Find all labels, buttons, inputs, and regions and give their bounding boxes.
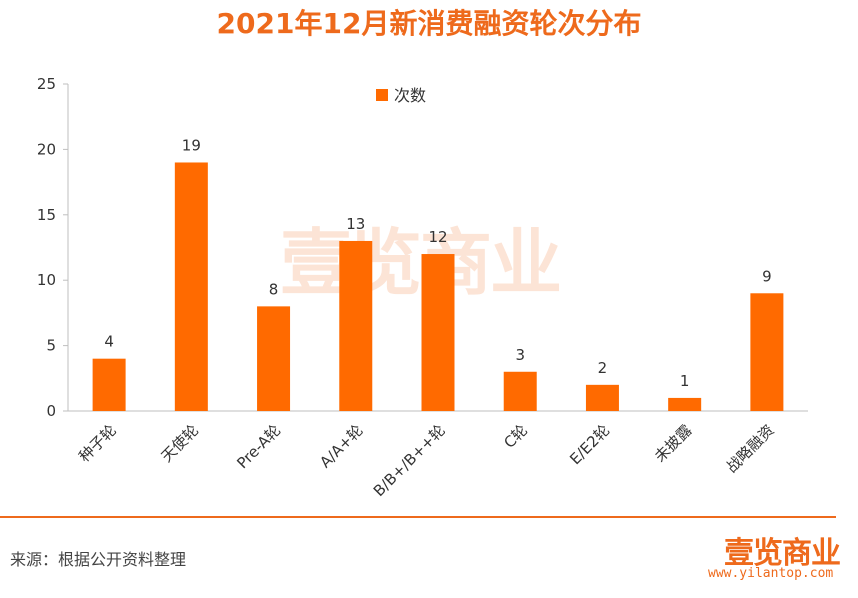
bar: [92, 358, 126, 411]
data-label: 9: [762, 267, 772, 285]
y-tick-label: 5: [46, 337, 56, 355]
bar: [668, 397, 702, 411]
data-label: 12: [428, 228, 447, 246]
x-tick-label: B/B+/B++轮: [370, 421, 449, 500]
source-note: 来源：根据公开资料整理: [10, 550, 187, 569]
legend: 次数: [376, 86, 426, 105]
data-label: 8: [269, 280, 279, 298]
brand-url: www.yilantop.com: [708, 566, 834, 581]
y-tick-label: 0: [46, 402, 56, 420]
y-tick-label: 10: [37, 271, 56, 289]
bar: [174, 162, 208, 411]
x-tick-label: 天使轮: [158, 421, 203, 466]
x-tick-label: 战略融资: [723, 421, 778, 476]
x-tick-label: 未披露: [651, 421, 696, 466]
bar: [503, 371, 537, 411]
data-label: 3: [515, 346, 525, 364]
y-tick-label: 25: [37, 75, 56, 93]
data-label: 2: [598, 359, 608, 377]
bar: [750, 293, 784, 411]
legend-swatch: [376, 89, 388, 101]
data-label: 13: [346, 215, 365, 233]
bar: [421, 254, 455, 411]
data-label: 4: [104, 333, 114, 351]
bar: [257, 306, 291, 411]
x-axis: 种子轮 天使轮 Pre-A轮 A/A+轮 B/B+/B++轮 C轮 E/E2轮 未披露 战略融资: [68, 410, 808, 500]
chart-title: 2021年12月新消费融资轮次分布: [216, 7, 642, 40]
x-tick-label: 种子轮: [75, 421, 120, 466]
y-axis: 0 5 10 15 20 25: [37, 75, 69, 420]
legend-label: 次数: [394, 86, 426, 105]
x-tick-label: Pre-A轮: [233, 421, 284, 472]
x-tick-label: E/E2轮: [566, 421, 613, 468]
bar-chart: 0 5 10 15 20 25 种子轮 天使轮 Pre-A轮 A/A+轮 B/B+/B++轮 C轮 E…: [37, 75, 808, 500]
brand-logo: 壹览商业: [724, 536, 841, 571]
y-tick-label: 20: [37, 140, 56, 158]
bar: [585, 384, 619, 411]
data-label: 1: [680, 372, 690, 390]
footer-divider: [0, 516, 836, 518]
bar: [339, 240, 373, 411]
y-tick-label: 15: [37, 206, 56, 224]
x-tick-label: C轮: [500, 421, 531, 452]
data-label: 19: [182, 136, 201, 154]
x-tick-label: A/A+轮: [316, 421, 366, 471]
